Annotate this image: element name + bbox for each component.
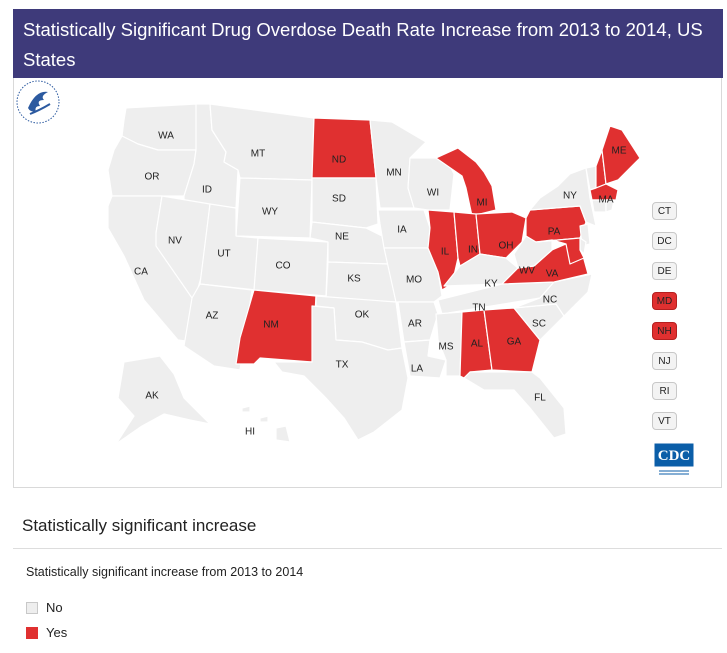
legend-item-yes[interactable]: Yes bbox=[26, 625, 67, 640]
small-state-ct[interactable]: CT bbox=[652, 202, 677, 220]
small-state-md[interactable]: MD bbox=[652, 292, 677, 310]
state-hi[interactable] bbox=[241, 405, 291, 443]
label-wv: WV bbox=[519, 266, 535, 277]
state-ri[interactable] bbox=[605, 199, 615, 213]
label-nm: NM bbox=[263, 320, 279, 331]
small-state-de[interactable]: DE bbox=[652, 262, 677, 280]
label-mo: MO bbox=[406, 275, 422, 286]
legend-item-no[interactable]: No bbox=[26, 600, 63, 615]
label-co: CO bbox=[276, 261, 291, 272]
small-state-vt[interactable]: VT bbox=[652, 412, 677, 430]
state-tx[interactable] bbox=[273, 305, 409, 441]
label-nv: NV bbox=[168, 236, 182, 247]
label-az: AZ bbox=[206, 311, 219, 322]
label-wi: WI bbox=[427, 188, 439, 199]
state-ny[interactable] bbox=[529, 167, 597, 227]
state-fl[interactable] bbox=[463, 371, 567, 439]
map-title: Statistically Significant Drug Overdose … bbox=[13, 9, 723, 78]
legend-title: Statistically significant increase bbox=[22, 516, 257, 535]
map-panel: WA OR CA ID NV MT WY UT AZ CO NM ND SD N… bbox=[13, 78, 722, 488]
small-state-nh-label: NH bbox=[657, 326, 672, 337]
us-map: WA OR CA ID NV MT WY UT AZ CO NM ND SD N… bbox=[107, 103, 641, 445]
legend-swatch-yes bbox=[26, 626, 38, 639]
label-al: AL bbox=[471, 339, 484, 350]
label-in: IN bbox=[468, 245, 478, 256]
label-ms: MS bbox=[439, 342, 454, 353]
label-tn: TN bbox=[472, 303, 485, 314]
state-mi[interactable] bbox=[435, 147, 497, 217]
small-state-md-label: MD bbox=[656, 296, 673, 307]
label-la: LA bbox=[411, 364, 424, 375]
label-ia: IA bbox=[397, 225, 407, 236]
state-ga[interactable] bbox=[483, 307, 541, 373]
small-state-nj-label: NJ bbox=[658, 356, 671, 367]
label-ut: UT bbox=[217, 249, 230, 260]
state-sd[interactable] bbox=[311, 177, 379, 229]
label-tx: TX bbox=[336, 360, 349, 371]
label-mt: MT bbox=[251, 149, 265, 160]
label-hi: HI bbox=[245, 427, 255, 438]
small-state-nj[interactable]: NJ bbox=[652, 352, 677, 370]
state-ar[interactable] bbox=[397, 301, 439, 343]
state-nd[interactable] bbox=[311, 117, 377, 179]
label-mi: MI bbox=[476, 198, 487, 209]
small-state-ri[interactable]: RI bbox=[652, 382, 677, 400]
label-il: IL bbox=[441, 247, 450, 258]
state-md[interactable] bbox=[535, 237, 585, 265]
label-sd: SD bbox=[332, 194, 346, 205]
legend-divider bbox=[13, 548, 722, 549]
legend-label-yes: Yes bbox=[46, 625, 68, 640]
small-state-vt-label: VT bbox=[658, 416, 671, 427]
label-ky: KY bbox=[484, 279, 498, 290]
label-pa: PA bbox=[548, 227, 561, 238]
label-fl: FL bbox=[534, 393, 546, 404]
label-id: ID bbox=[202, 185, 212, 196]
small-state-ct-label: CT bbox=[657, 206, 672, 217]
label-ok: OK bbox=[355, 310, 370, 321]
label-ca: CA bbox=[134, 267, 148, 278]
label-sc: SC bbox=[532, 319, 546, 330]
label-ne: NE bbox=[335, 232, 349, 243]
small-state-nh[interactable]: NH bbox=[652, 322, 677, 340]
legend-subtitle: Statistically significant increase from … bbox=[26, 565, 304, 579]
label-va: VA bbox=[546, 269, 559, 280]
label-ak: AK bbox=[145, 391, 159, 402]
label-ks: KS bbox=[347, 274, 361, 285]
label-nd: ND bbox=[332, 155, 346, 166]
state-az[interactable] bbox=[183, 283, 253, 371]
label-ga: GA bbox=[507, 337, 522, 348]
state-co[interactable] bbox=[253, 237, 329, 297]
label-wa: WA bbox=[158, 131, 174, 142]
label-me: ME bbox=[612, 146, 627, 157]
small-state-dc-label: DC bbox=[657, 236, 672, 247]
legend-swatch-no bbox=[26, 601, 38, 614]
hhs-logo-icon bbox=[16, 80, 60, 124]
legend-label-no: No bbox=[46, 600, 63, 615]
cdc-logo: CDC bbox=[653, 442, 695, 476]
label-mn: MN bbox=[386, 168, 402, 179]
label-wy: WY bbox=[262, 207, 278, 218]
small-state-dc[interactable]: DC bbox=[652, 232, 677, 250]
small-state-de-label: DE bbox=[657, 266, 672, 277]
label-ar: AR bbox=[408, 319, 422, 330]
label-or: OR bbox=[145, 172, 160, 183]
label-ma: MA bbox=[599, 195, 614, 206]
state-ak[interactable] bbox=[115, 355, 211, 445]
small-state-ri-label: RI bbox=[659, 386, 670, 397]
state-ks[interactable] bbox=[325, 261, 397, 303]
svg-text:CDC: CDC bbox=[658, 448, 691, 464]
label-ny: NY bbox=[563, 191, 577, 202]
label-nc: NC bbox=[543, 295, 557, 306]
label-oh: OH bbox=[499, 241, 514, 252]
